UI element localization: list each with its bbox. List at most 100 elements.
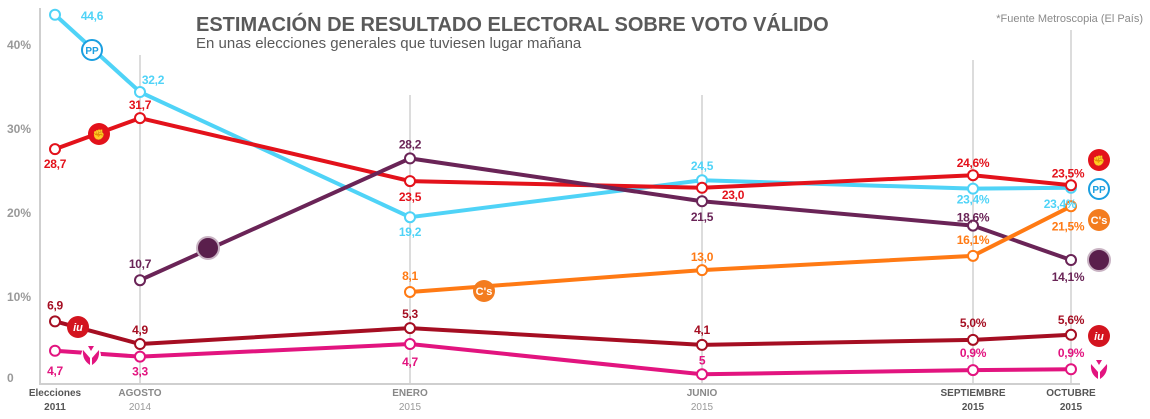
ciudadanos-logo-icon: C's — [1088, 209, 1110, 231]
x-category-label: Elecciones — [29, 388, 82, 399]
psoe-logo-circle — [1088, 149, 1110, 171]
data-point — [49, 143, 61, 156]
data-point — [967, 182, 979, 195]
upyd-logo-icon — [1089, 360, 1109, 380]
podemos-logo-icon — [196, 236, 220, 260]
data-point — [1065, 179, 1077, 192]
ciudadanos-logo-icon: C's — [473, 280, 495, 302]
data-point — [49, 315, 61, 328]
psoe-logo-icon: ✊ — [88, 123, 110, 145]
y-tick-label: 10% — [7, 290, 31, 304]
data-point — [967, 249, 979, 262]
data-label: 18,6% — [957, 211, 990, 225]
source-note: *Fuente Metroscopia (El País) — [996, 13, 1143, 25]
data-label: 23,0 — [722, 188, 745, 202]
x-year-label: 2015 — [962, 402, 985, 413]
data-label: 21,5 — [691, 210, 714, 224]
series-line-upyd — [54, 342, 1072, 377]
data-label: 24,6% — [957, 156, 990, 170]
data-label: 5,0% — [960, 316, 987, 330]
data-label: 5 — [699, 353, 706, 367]
data-point — [134, 350, 146, 363]
podemos-logo-icon — [1087, 248, 1111, 272]
data-point — [134, 86, 146, 99]
data-label: 32,2 — [142, 73, 165, 87]
party-logo-circle — [1088, 209, 1110, 231]
data-point — [404, 152, 416, 165]
data-label: 16,1% — [957, 233, 990, 247]
data-point — [696, 195, 708, 208]
data-point — [404, 211, 416, 224]
x-year-label: 2015 — [691, 402, 714, 413]
data-label: 4,1 — [694, 323, 710, 337]
data-point — [967, 219, 979, 232]
data-label: 5,3 — [402, 307, 418, 321]
x-category-label: AGOSTO — [118, 388, 161, 399]
party-logo-circle — [1088, 325, 1110, 347]
party-logo-text: iu — [1094, 331, 1104, 343]
data-label: 5,6% — [1058, 313, 1085, 327]
data-label: 8,1 — [402, 269, 418, 283]
data-label: 28,7 — [44, 157, 67, 171]
y-tick-label: 0 — [7, 371, 14, 385]
data-point — [1065, 363, 1077, 376]
data-label: 28,2 — [399, 137, 422, 151]
data-point — [967, 169, 979, 182]
data-point — [404, 285, 416, 298]
data-point — [404, 322, 416, 335]
data-label: 44,6 — [81, 9, 104, 23]
data-point — [967, 364, 979, 377]
data-label: 0,9% — [1058, 346, 1085, 360]
y-tick-label: 20% — [7, 206, 31, 220]
data-point — [696, 338, 708, 351]
pp-logo-ring — [1088, 178, 1110, 200]
data-point — [696, 181, 708, 194]
data-point — [134, 112, 146, 125]
pp-logo-icon: PP — [81, 39, 103, 61]
party-logo-text: C's — [476, 286, 493, 298]
data-point — [134, 338, 146, 351]
x-year-label: 2015 — [1060, 402, 1083, 413]
series-line-psoe — [54, 116, 1072, 190]
data-label: 6,9 — [47, 298, 63, 312]
upyd-logo-icon — [81, 346, 101, 366]
data-point — [696, 264, 708, 277]
party-logo-circle — [473, 280, 495, 302]
series-line-cs — [409, 204, 1072, 294]
data-label: 10,7 — [129, 257, 152, 271]
data-point — [1065, 254, 1077, 267]
upyd-logo-shape — [82, 346, 100, 365]
data-point — [404, 338, 416, 351]
chart-title: ESTIMACIÓN DE RESULTADO ELECTORAL SOBRE … — [196, 12, 829, 36]
podemos-logo-circle — [1087, 248, 1111, 272]
data-label: 4,7 — [402, 355, 418, 369]
data-point — [967, 333, 979, 346]
data-label: 23,4% — [957, 193, 990, 207]
series-line-pp — [53, 13, 1072, 220]
fist-rose-glyph: ✊ — [93, 129, 105, 141]
data-label: 4,9 — [132, 323, 148, 337]
data-point — [49, 344, 61, 357]
data-label: 0,9% — [960, 346, 987, 360]
pp-logo-ring — [81, 39, 103, 61]
data-point — [49, 8, 61, 21]
data-label: 21,5% — [1052, 219, 1085, 233]
data-label: 19,2 — [399, 225, 422, 239]
party-logo-circle — [67, 316, 89, 338]
pp-logo-text: PP — [85, 46, 99, 57]
series-line-iu — [54, 319, 1072, 347]
data-label: 3,3 — [132, 365, 148, 379]
y-tick-label: 40% — [7, 38, 31, 52]
x-category-label: JUNIO — [687, 388, 718, 399]
data-label: 14,1% — [1052, 270, 1085, 284]
data-point — [1065, 200, 1077, 213]
pp-logo-icon: PP — [1088, 178, 1110, 200]
upyd-logo-shape — [1090, 360, 1108, 379]
party-logo-text: iu — [73, 322, 83, 334]
data-label: 31,7 — [129, 98, 152, 112]
data-label: 23,5 — [399, 190, 422, 204]
data-label: 23,5% — [1052, 166, 1085, 180]
data-label: 23,4% — [1044, 197, 1077, 211]
party-logo-text: C's — [1091, 215, 1108, 227]
data-point — [404, 175, 416, 188]
